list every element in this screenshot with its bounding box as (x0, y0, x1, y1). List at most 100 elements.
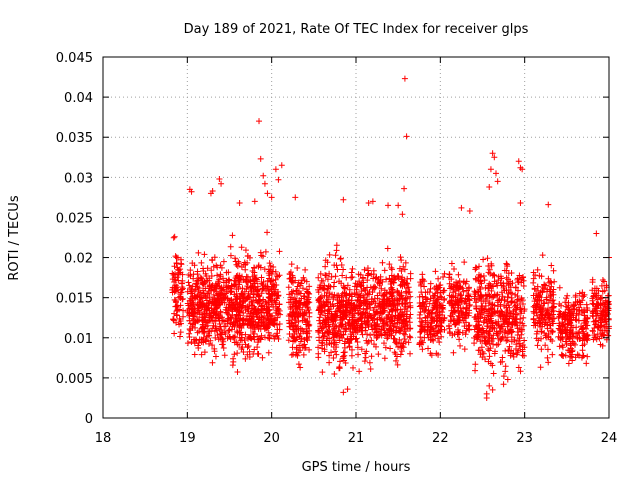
data-point (424, 323, 431, 330)
data-point (242, 317, 249, 324)
data-point (287, 275, 294, 282)
data-point (380, 292, 387, 299)
data-point (514, 297, 521, 304)
data-point (213, 288, 220, 295)
data-point (186, 326, 193, 333)
data-point (382, 344, 389, 351)
data-point (354, 329, 361, 336)
data-point (229, 299, 236, 306)
data-point (319, 285, 326, 292)
data-point (289, 344, 296, 351)
data-point (487, 324, 494, 331)
data-point (394, 301, 401, 308)
data-point (216, 175, 223, 182)
data-point (451, 265, 458, 272)
data-point (558, 352, 565, 359)
data-point (365, 200, 372, 207)
data-point (211, 306, 218, 313)
x-tick-label: 22 (432, 431, 449, 446)
data-point (339, 272, 346, 279)
data-point (422, 317, 429, 324)
data-point (299, 302, 306, 309)
data-point (234, 274, 241, 281)
data-point (545, 316, 552, 323)
data-point (567, 310, 574, 317)
data-point (417, 334, 424, 341)
data-point (338, 280, 345, 287)
data-point (346, 291, 353, 298)
data-point (300, 351, 307, 358)
data-point (494, 303, 501, 310)
data-point (351, 305, 358, 312)
data-point (384, 245, 391, 252)
data-point (227, 285, 234, 292)
data-point (512, 284, 519, 291)
data-point (478, 302, 485, 309)
data-point (404, 275, 411, 282)
data-point (502, 363, 509, 370)
data-point (446, 322, 453, 329)
data-point (220, 286, 227, 293)
data-point (520, 314, 527, 321)
data-point (590, 307, 597, 314)
data-point (438, 318, 445, 325)
data-point (417, 329, 424, 336)
data-point (326, 251, 333, 258)
data-point (389, 317, 396, 324)
data-point (559, 342, 566, 349)
tick-labels: 0 0.005 0.01 0.015 0.02 0.025 0.03 0.035 0.04 0.0… (56, 51, 617, 446)
data-point (534, 312, 541, 319)
data-point (540, 305, 547, 312)
data-point (392, 357, 399, 364)
data-point (236, 200, 243, 207)
data-point (475, 347, 482, 354)
data-point (237, 329, 244, 336)
data-point (344, 282, 351, 289)
data-point (390, 335, 397, 342)
x-tick-label: 24 (601, 431, 618, 446)
y-tick-label: 0.005 (56, 372, 93, 387)
data-point (304, 305, 311, 312)
data-point (559, 335, 566, 342)
data-point (224, 310, 231, 317)
data-point (567, 333, 574, 340)
data-point (398, 268, 405, 275)
data-point (381, 287, 388, 294)
data-point (454, 282, 461, 289)
data-point (419, 339, 426, 346)
data-point (289, 316, 296, 323)
y-tick-label: 0.035 (56, 131, 93, 146)
data-point (315, 286, 322, 293)
data-point (211, 348, 218, 355)
data-point (297, 290, 304, 297)
data-point (427, 280, 434, 287)
data-point (508, 334, 515, 341)
data-point (370, 271, 377, 278)
data-point (259, 354, 266, 361)
data-point (220, 258, 227, 265)
data-point (346, 343, 353, 350)
data-point (208, 313, 215, 320)
data-point (273, 303, 280, 310)
data-point (287, 269, 294, 276)
data-point (531, 319, 538, 326)
data-point (229, 306, 236, 313)
data-point (218, 180, 225, 187)
data-point (239, 285, 246, 292)
data-point (363, 348, 370, 355)
data-point (435, 323, 442, 330)
data-point (574, 298, 581, 305)
data-point (567, 316, 574, 323)
data-point (317, 282, 324, 289)
data-point (441, 326, 448, 333)
data-point (592, 321, 599, 328)
data-point (265, 294, 272, 301)
y-tick-label: 0.03 (64, 171, 93, 186)
data-point (579, 328, 586, 335)
data-point (602, 316, 609, 323)
data-point (568, 322, 575, 329)
data-point (491, 154, 498, 161)
data-point (174, 307, 181, 314)
data-point (209, 256, 216, 263)
data-point (338, 302, 345, 309)
